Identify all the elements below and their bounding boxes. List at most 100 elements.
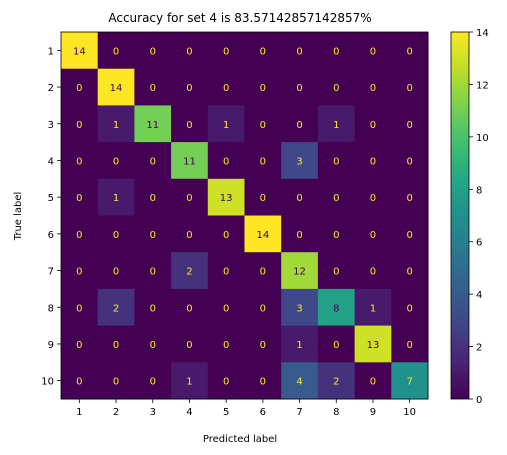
heatmap-cell xyxy=(354,68,392,106)
heatmap-cell xyxy=(354,252,392,290)
cell-value-label: 0 xyxy=(223,340,229,351)
cell-value-label: 0 xyxy=(370,230,376,241)
heatmap-cell xyxy=(317,325,356,363)
heatmap-cell xyxy=(317,105,356,143)
heatmap-cell xyxy=(61,252,99,290)
colorbar-tick-label: 2 xyxy=(476,343,482,354)
cell-value-label: 0 xyxy=(113,230,119,241)
cell-value-label: 0 xyxy=(76,120,82,131)
heatmap-cell xyxy=(134,68,172,106)
heatmap-cell xyxy=(391,105,429,143)
heatmap-cell xyxy=(61,288,99,327)
cell-value-label: 0 xyxy=(406,46,412,57)
cell-value-label: 0 xyxy=(186,193,192,204)
cell-value-label: 0 xyxy=(223,267,229,278)
cell-value-label: 0 xyxy=(333,156,339,167)
heatmap-cell xyxy=(61,68,99,106)
heatmap-cell xyxy=(391,178,429,216)
cell-value-label: 0 xyxy=(186,46,192,57)
cell-value-label: 0 xyxy=(333,340,339,351)
heatmap-cell xyxy=(317,32,356,70)
y-tick-label: 3 xyxy=(48,120,54,131)
x-tick-label: 8 xyxy=(333,407,339,418)
heatmap-cell xyxy=(354,178,392,216)
cell-value-label: 0 xyxy=(150,377,156,388)
heatmap-cell xyxy=(354,215,392,253)
cell-value-label: 12 xyxy=(293,267,306,278)
heatmap-cell xyxy=(134,288,172,327)
heatmap-cell xyxy=(354,362,392,400)
heatmap-cell xyxy=(171,32,209,70)
heatmap-cell xyxy=(244,362,282,400)
heatmap-cell xyxy=(391,362,429,400)
cell-value-label: 0 xyxy=(113,377,119,388)
cell-value-label: 0 xyxy=(406,156,412,167)
cell-value-label: 0 xyxy=(333,83,339,94)
colorbar-tick-label: 4 xyxy=(476,290,482,301)
cell-value-label: 0 xyxy=(406,120,412,131)
heatmap-cell xyxy=(134,252,172,290)
cell-value-label: 0 xyxy=(260,340,266,351)
cell-value-label: 0 xyxy=(76,230,82,241)
heatmap-cell xyxy=(97,32,135,70)
x-tick-label: 5 xyxy=(223,407,229,418)
cell-value-label: 0 xyxy=(76,340,82,351)
heatmap-cell xyxy=(244,142,282,180)
y-axis-label: True label xyxy=(13,192,24,242)
cell-value-label: 0 xyxy=(296,193,302,204)
cell-value-label: 0 xyxy=(406,83,412,94)
heatmap-cell xyxy=(244,215,282,253)
cell-value-label: 0 xyxy=(150,83,156,94)
heatmap-cell xyxy=(317,215,356,253)
heatmap-cell xyxy=(61,215,99,253)
heatmap-cell xyxy=(207,325,245,363)
cell-value-label: 0 xyxy=(406,303,412,314)
heatmap-cell xyxy=(97,362,135,400)
heatmap-cell xyxy=(244,288,282,327)
heatmap-cell xyxy=(281,288,319,327)
heatmap-cell xyxy=(97,215,135,253)
heatmap-cell xyxy=(171,325,209,363)
heatmap-cell xyxy=(391,68,429,106)
y-tick-label: 1 xyxy=(48,46,54,57)
heatmap-cell xyxy=(207,32,245,70)
heatmap-cell-labels: 14 0 0 0 0 0 0 0 0 00 14 0 0 0 0 0 0 0 00 1 11 0 1 0 0 1 0 00 0 0 11 0 0… xyxy=(73,46,413,387)
cell-value-label: 0 xyxy=(223,46,229,57)
x-axis-label: Predicted label xyxy=(203,434,277,445)
heatmap-cell xyxy=(171,215,209,253)
heatmap-cell xyxy=(317,68,356,106)
heatmap-cell xyxy=(281,32,319,70)
cell-value-label: 3 xyxy=(296,156,302,167)
cell-value-label: 4 xyxy=(296,377,302,388)
cell-value-label: 13 xyxy=(367,340,380,351)
heatmap-cell xyxy=(281,252,319,290)
x-tick-label: 10 xyxy=(403,407,416,418)
heatmap-cell xyxy=(244,325,282,363)
cell-value-label: 0 xyxy=(186,340,192,351)
cell-value-label: 13 xyxy=(220,193,233,204)
heatmap-cell xyxy=(171,142,209,180)
y-tick-label: 6 xyxy=(48,230,54,241)
cell-value-label: 2 xyxy=(186,267,192,278)
y-tick-label: 5 xyxy=(48,193,54,204)
heatmap-cell xyxy=(97,288,135,327)
heatmap-cell xyxy=(61,362,99,400)
cell-value-label: 0 xyxy=(113,340,119,351)
heatmap-cell xyxy=(391,32,429,70)
cell-value-label: 0 xyxy=(406,193,412,204)
heatmap-cell xyxy=(134,178,172,216)
cell-value-label: 1 xyxy=(333,120,339,131)
x-tick-label: 3 xyxy=(150,407,156,418)
heatmap-cell xyxy=(207,215,245,253)
heatmap-cell xyxy=(317,178,356,216)
cell-value-label: 0 xyxy=(186,303,192,314)
heatmap-cell xyxy=(61,142,99,180)
cell-value-label: 2 xyxy=(333,377,339,388)
y-axis-ticks: 1 2 3 4 5 6 7 8 9 10 xyxy=(41,46,61,388)
cell-value-label: 0 xyxy=(260,267,266,278)
x-tick-label: 9 xyxy=(370,407,376,418)
cell-value-label: 0 xyxy=(406,267,412,278)
cell-value-label: 11 xyxy=(146,120,159,131)
cell-value-label: 0 xyxy=(370,46,376,57)
